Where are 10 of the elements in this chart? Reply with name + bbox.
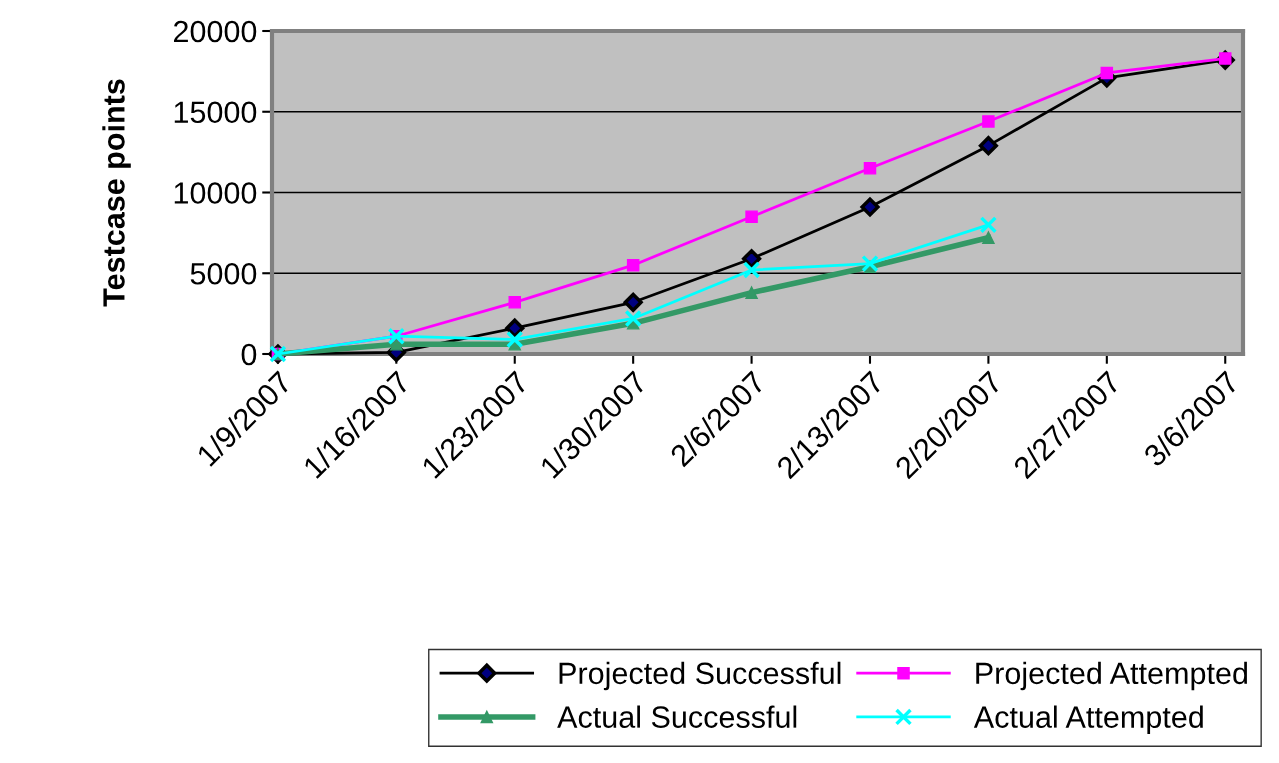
legend-label: Actual Attempted xyxy=(973,705,1203,734)
y-axis-title: Testcase points xyxy=(102,79,131,307)
y-tick-label: 15000 xyxy=(174,101,257,124)
y-tick-label: 5000 xyxy=(190,262,257,285)
y-tick-label: 0 xyxy=(241,343,257,366)
y-tick-label: 10000 xyxy=(174,182,257,204)
legend-label: Actual Successful xyxy=(557,705,797,728)
legend-label: Projected Attempted xyxy=(976,661,1247,691)
y-tick-label: 20000 xyxy=(174,20,257,43)
legend-label: Projected Successful xyxy=(559,661,841,691)
